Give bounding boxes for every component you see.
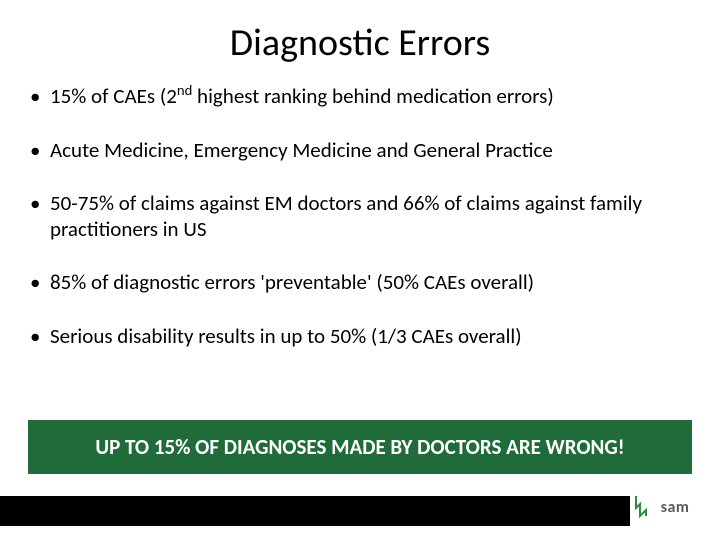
bullet-text: Acute Medicine, Emergency Medicine and G… (50, 137, 553, 163)
bullet-item: 15% of CAEs (2nd highest ranking behind … (26, 84, 694, 110)
bullet-item: 85% of diagnostic errors 'preventable' (… (26, 270, 694, 296)
bullet-text: 50-75% of claims against EM doctors and … (50, 190, 642, 242)
bullet-text-post: highest ranking behind medication errors… (192, 83, 553, 109)
slide: Diagnostic Errors 15% of CAEs (2nd highe… (0, 0, 720, 540)
logo-accent-icon (634, 494, 648, 518)
bullet-item: 50-75% of claims against EM doctors and … (26, 191, 694, 242)
footer-black-bar (0, 496, 630, 526)
footer-logo: sam (630, 488, 720, 526)
bullet-text: 85% of diagnostic errors 'preventable' (… (50, 269, 534, 295)
footer-bar: sam (0, 496, 720, 526)
bullet-list: 15% of CAEs (2nd highest ranking behind … (0, 76, 720, 350)
bullet-item: Acute Medicine, Emergency Medicine and G… (26, 138, 694, 164)
slide-title: Diagnostic Errors (0, 0, 720, 76)
logo-text: sam (661, 498, 690, 517)
bullet-text: Serious disability results in up to 50% … (50, 323, 522, 349)
bullet-text-sup: nd (177, 81, 192, 99)
bullet-item: Serious disability results in up to 50% … (26, 324, 694, 350)
callout-banner: UP TO 15% OF DIAGNOSES MADE BY DOCTORS A… (28, 420, 692, 474)
bullet-text-pre: 15% of CAEs (2 (50, 83, 177, 109)
